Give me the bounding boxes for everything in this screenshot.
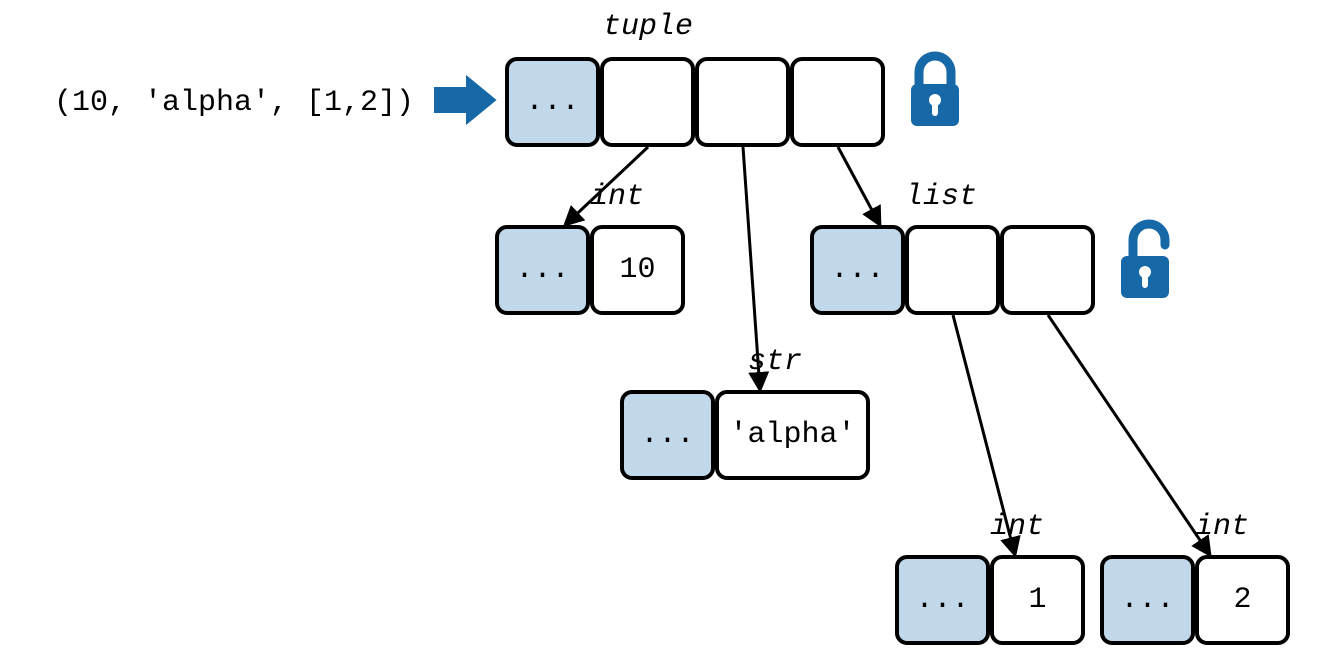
type-label-int1: int (990, 510, 1044, 544)
type-label-int10: int (590, 180, 644, 214)
tuple-cell-2 (695, 57, 790, 147)
type-label-int2: int (1195, 510, 1249, 544)
type-label-tuple: tuple (603, 10, 693, 44)
list-cell-0: ... (810, 225, 905, 315)
diagram-stage: (10, 'alpha', [1,2]) tuple int list str … (0, 0, 1343, 670)
list-cell-1 (905, 225, 1000, 315)
int1-cell-1: 1 (990, 555, 1085, 645)
str-cell-1: 'alpha' (715, 390, 870, 480)
int2-cell-0: ... (1100, 555, 1195, 645)
tuple-literal-code: (10, 'alpha', [1,2]) (54, 86, 414, 120)
lock-closed-icon (905, 50, 965, 135)
type-label-str: str (748, 345, 802, 379)
str-cell-0: ... (620, 390, 715, 480)
tuple-cell-0: ... (505, 57, 600, 147)
tuple-cell-3 (790, 57, 885, 147)
lock-open-icon (1115, 218, 1185, 308)
int10-cell-0: ... (495, 225, 590, 315)
tuple-cell-1 (600, 57, 695, 147)
list-cell-2 (1000, 225, 1095, 315)
int1-cell-0: ... (895, 555, 990, 645)
int10-cell-1: 10 (590, 225, 685, 315)
int2-cell-1: 2 (1195, 555, 1290, 645)
type-label-list: list (905, 180, 977, 214)
